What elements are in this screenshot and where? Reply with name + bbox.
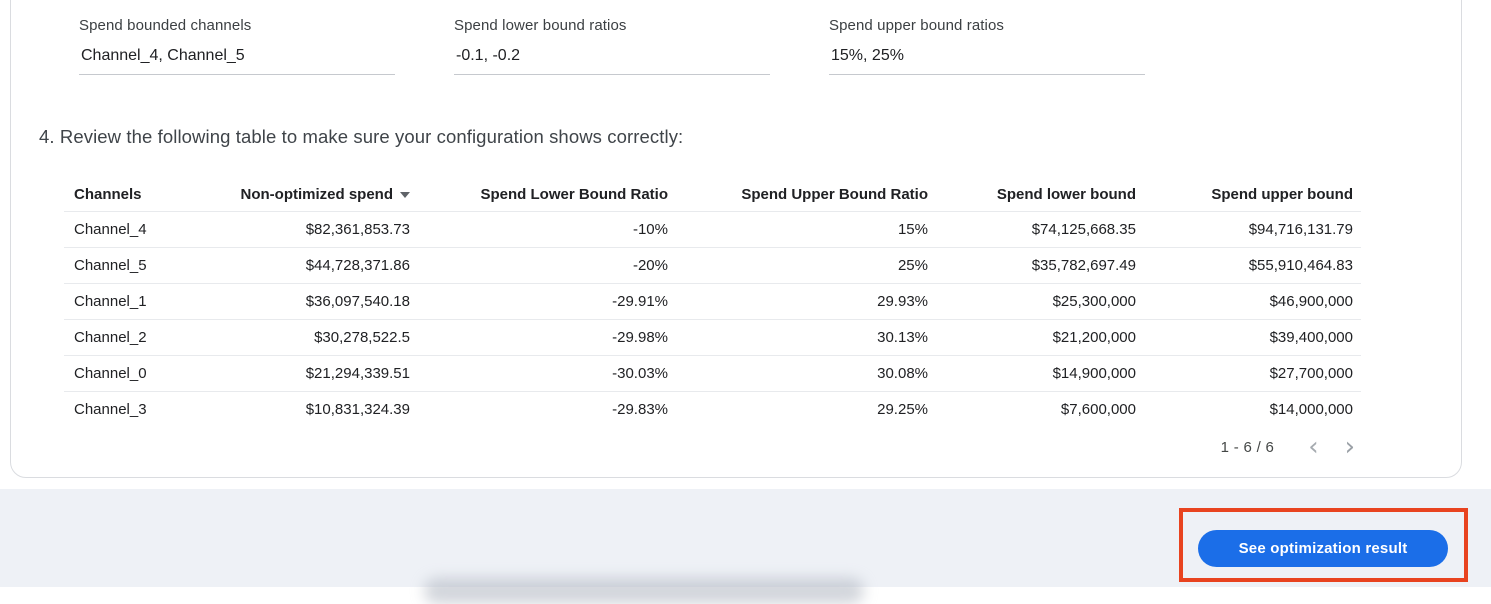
see-optimization-result-button[interactable]: See optimization result: [1198, 530, 1448, 567]
table-cell: $35,782,697.49: [936, 247, 1144, 284]
configuration-card: Spend bounded channels Channel_4, Channe…: [10, 0, 1462, 478]
table-cell: $36,097,540.18: [216, 283, 418, 320]
table-row: Channel_1 $36,097,540.18 -29.91% 29.93% $25,…: [64, 283, 1361, 320]
bottom-edge-shadow: [424, 578, 864, 604]
table-cell: $82,361,853.73: [216, 211, 418, 248]
table-cell: $27,700,000: [1144, 355, 1361, 392]
table-cell: 29.93%: [676, 283, 936, 320]
table-cell: 30.08%: [676, 355, 936, 392]
column-header-spend-upper-bound-ratio[interactable]: Spend Upper Bound Ratio: [676, 179, 936, 212]
sort-descending-icon[interactable]: [400, 192, 410, 199]
table-cell: -10%: [418, 211, 676, 248]
spend-upper-bound-ratios-input[interactable]: 15%, 25%: [829, 47, 1145, 75]
table-cell: -30.03%: [418, 355, 676, 392]
table-header-row: Channels Non-optimized spend Spend Lower…: [64, 179, 1361, 212]
table-cell: -29.98%: [418, 319, 676, 356]
configuration-table: Channels Non-optimized spend Spend Lower…: [64, 179, 1361, 427]
table-cell: $94,716,131.79: [1144, 211, 1361, 248]
table-cell: $44,728,371.86: [216, 247, 418, 284]
table-cell: $10,831,324.39: [305, 400, 410, 418]
field-spend-upper-bound-ratios: Spend upper bound ratios 15%, 25%: [829, 17, 1145, 75]
table-cell: Channel_0: [64, 355, 216, 392]
configuration-table-container: Channels Non-optimized spend Spend Lower…: [64, 179, 1361, 462]
table-row: Channel_2 $30,278,522.5 -29.98% 30.13% $21,2…: [64, 319, 1361, 356]
table-cell: Channel_1: [64, 283, 216, 320]
table-row: Channel_0 $21,294,339.51 -30.03% 30.08% $14,…: [64, 355, 1361, 392]
table-cell: 25%: [676, 247, 936, 284]
page-range-label: 1 - 6 / 6: [1220, 438, 1275, 456]
field-spend-lower-bound-ratios: Spend lower bound ratios -0.1, -0.2: [454, 17, 770, 75]
table-cell: $25,300,000: [936, 283, 1144, 320]
table-cell: Channel_2: [64, 319, 216, 356]
table-cell: 29.25%: [877, 400, 928, 418]
table-body: Channel_4 $82,361,853.73 -10% 15% $74,125,66…: [64, 211, 1361, 427]
table-row: Channel_4 $82,361,853.73 -10% 15% $74,125,66…: [64, 211, 1361, 248]
table-row: Channel_5 $44,728,371.86 -20% 25% $35,782,69…: [64, 247, 1361, 284]
column-header-label: Spend lower bound: [996, 186, 1136, 204]
highlight-annotation-rectangle: [1179, 508, 1468, 582]
table-cell: $46,900,000: [1144, 283, 1361, 320]
table-cell: $39,400,000: [1144, 319, 1361, 356]
table-cell: $21,200,000: [936, 319, 1144, 356]
table-cell: -29.83%: [612, 400, 668, 418]
column-header-label: Spend Lower Bound Ratio: [480, 186, 669, 204]
table-cell: 15%: [676, 211, 936, 248]
table-cell: $55,910,464.83: [1144, 247, 1361, 284]
table-row: Channel_3 $10,831,324.39 -29.83% 29.25% $7,6…: [64, 391, 1361, 427]
table-cell: $21,294,339.51: [216, 355, 418, 392]
spend-bounded-channels-input[interactable]: Channel_4, Channel_5: [79, 47, 395, 75]
column-header-label: Spend Upper Bound Ratio: [741, 186, 928, 204]
column-header-label: Channels: [74, 186, 142, 204]
table-cell: -29.91%: [418, 283, 676, 320]
table-cell: -20%: [418, 247, 676, 284]
table-cell: $14,000,000: [1269, 400, 1353, 418]
table-cell: $14,900,000: [936, 355, 1144, 392]
column-header-spend-lower-bound-ratio[interactable]: Spend Lower Bound Ratio: [418, 179, 676, 212]
field-label: Spend upper bound ratios: [829, 17, 1005, 34]
table-cell: Channel_3: [74, 400, 147, 418]
column-header-channels[interactable]: Channels: [64, 179, 216, 212]
column-header-spend-upper-bound[interactable]: Spend upper bound: [1144, 179, 1361, 212]
table-cell: $30,278,522.5: [216, 319, 418, 356]
field-label: Spend lower bound ratios: [454, 17, 627, 34]
table-cell: $7,600,000: [1060, 400, 1136, 418]
table-cell: Channel_4: [64, 211, 216, 248]
column-header-non-optimized-spend[interactable]: Non-optimized spend: [216, 179, 418, 212]
column-header-label: Non-optimized spend: [240, 186, 394, 204]
table-cell: $74,125,668.35: [936, 211, 1144, 248]
next-page-icon[interactable]: ›: [1344, 432, 1355, 462]
table-cell: 30.13%: [676, 319, 936, 356]
field-spend-bounded-channels: Spend bounded channels Channel_4, Channe…: [79, 17, 395, 75]
field-label: Spend bounded channels: [79, 17, 252, 34]
column-header-label: Spend upper bound: [1211, 186, 1353, 204]
previous-page-icon[interactable]: ‹: [1308, 432, 1319, 462]
step-4-instruction: 4. Review the following table to make su…: [39, 126, 684, 147]
bounds-fields-row: Spend bounded channels Channel_4, Channe…: [79, 17, 1145, 75]
table-pagination: 1 - 6 / 6 ‹ ›: [64, 432, 1361, 462]
column-header-spend-lower-bound[interactable]: Spend lower bound: [936, 179, 1144, 212]
spend-lower-bound-ratios-input[interactable]: -0.1, -0.2: [454, 47, 770, 75]
table-cell: Channel_5: [64, 247, 216, 284]
